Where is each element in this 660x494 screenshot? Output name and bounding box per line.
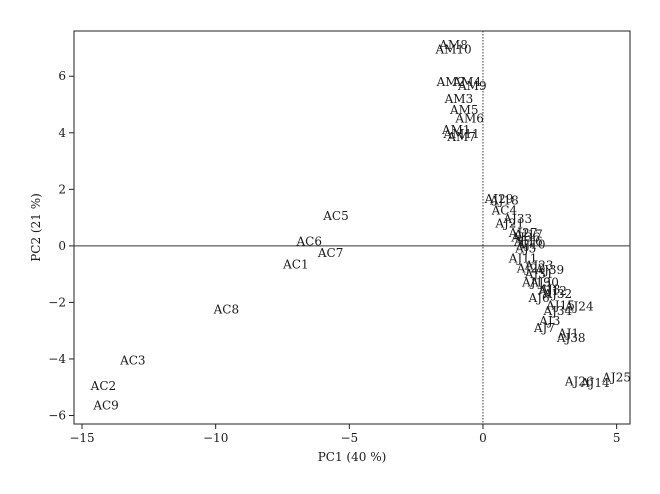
point-label: AM8 bbox=[438, 38, 468, 52]
point-label: AM1 bbox=[441, 123, 471, 137]
point-label: AJ14 bbox=[580, 376, 610, 390]
point-label: AJ23 bbox=[524, 259, 554, 273]
point-label: AJ33 bbox=[502, 212, 532, 226]
point-label: AC7 bbox=[317, 246, 343, 260]
point-label: AM5 bbox=[449, 103, 479, 117]
point-label: AJ22 bbox=[516, 261, 546, 275]
point-label: AJ39 bbox=[534, 263, 564, 277]
point-label: AJ30 bbox=[529, 276, 559, 290]
plot-frame bbox=[73, 30, 631, 425]
point-label: AJ6 bbox=[528, 291, 550, 305]
point-label: AJ34 bbox=[542, 304, 572, 318]
point-label: AC8 bbox=[213, 302, 239, 316]
x-tick-label: 0 bbox=[479, 431, 487, 445]
point-label: AC1 bbox=[282, 257, 308, 271]
point-label: AJ21 bbox=[494, 216, 524, 230]
point-label: AM3 bbox=[444, 92, 474, 106]
y-tick-label: 0 bbox=[58, 239, 66, 253]
reference-lines bbox=[74, 31, 630, 424]
point-label: AM6 bbox=[454, 112, 484, 126]
point-label: AJ10 bbox=[516, 237, 546, 251]
axes: −15 −10 −5 0 5 −6 −4 −2 0 2 4 6 bbox=[48, 30, 631, 445]
point-label: AC6 bbox=[295, 235, 321, 249]
point-label: AJ25 bbox=[601, 370, 631, 384]
point-labels: AM8AM10AM2AM4AM9AM3AM5AM6AM1AM11AM7AC5AC… bbox=[90, 38, 631, 412]
point-label: AJ7 bbox=[533, 321, 555, 335]
point-label: AC3 bbox=[119, 353, 145, 367]
y-tick-label: 4 bbox=[58, 126, 66, 140]
point-label: AJ29 bbox=[484, 192, 514, 206]
point-label: AJ24 bbox=[564, 300, 594, 314]
point-label: AJ3 bbox=[538, 314, 560, 328]
point-label: AM10 bbox=[434, 42, 471, 56]
y-tick-label: −6 bbox=[48, 409, 66, 423]
x-axis-title: PC1 (40 %) bbox=[318, 450, 387, 464]
point-label: AJ8 bbox=[538, 283, 560, 297]
y-tick-label: −4 bbox=[48, 352, 66, 366]
point-label: AC2 bbox=[90, 379, 116, 393]
point-label: AJ26 bbox=[564, 375, 594, 389]
point-label: AJ27 bbox=[508, 226, 538, 240]
point-label: AJ19 bbox=[521, 276, 551, 290]
y-tick-label: −2 bbox=[48, 295, 66, 309]
point-label: AJ5 bbox=[514, 242, 536, 256]
y-axis-title: PC2 (21 %) bbox=[29, 193, 43, 262]
point-label: AJ12 bbox=[537, 284, 567, 298]
point-label: AJ32 bbox=[542, 287, 572, 301]
point-label: AJ36 bbox=[510, 230, 540, 244]
x-tick-label: −5 bbox=[340, 431, 358, 445]
point-label: AM4 bbox=[452, 75, 482, 89]
point-label: AJ16 bbox=[513, 235, 543, 249]
point-label: AC5 bbox=[322, 209, 348, 223]
point-label: AJ1 bbox=[557, 327, 579, 341]
point-label: AJ17 bbox=[513, 228, 543, 242]
y-tick-label: 6 bbox=[58, 69, 66, 83]
point-label: AJ18 bbox=[489, 194, 519, 208]
point-label: AM2 bbox=[436, 75, 466, 89]
point-label: AJ11 bbox=[508, 252, 538, 266]
point-label: AC9 bbox=[92, 399, 118, 413]
point-label: AM7 bbox=[446, 130, 476, 144]
point-label: AM11 bbox=[442, 127, 479, 141]
point-label: AJ38 bbox=[556, 331, 586, 345]
point-label: AJ15 bbox=[545, 298, 575, 312]
x-tick-label: −10 bbox=[203, 431, 228, 445]
x-tick-label: −15 bbox=[69, 431, 94, 445]
point-label: AJ31 bbox=[524, 267, 554, 281]
point-label: AC4 bbox=[491, 204, 518, 218]
y-tick-label: 2 bbox=[58, 182, 66, 196]
point-label: AM9 bbox=[457, 79, 487, 93]
x-tick-label: 5 bbox=[613, 431, 621, 445]
